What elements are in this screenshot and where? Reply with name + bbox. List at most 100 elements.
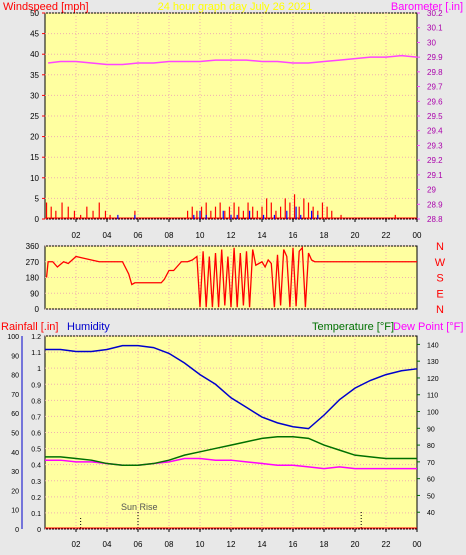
barometer-tick-label: 30.1 xyxy=(427,24,443,33)
windspeed-label: Windspeed [mph] xyxy=(3,1,89,13)
time-tick-label: 10 xyxy=(196,540,205,549)
temperature-line xyxy=(45,435,417,466)
windspeed-tick-label: 15 xyxy=(30,153,39,162)
temperature-tick-label: 120 xyxy=(427,376,439,383)
rainfall-tick-label: 0 xyxy=(37,527,41,534)
temperature-axis: 140 130 120 110 100 90 80 70 60 50 40 xyxy=(417,342,439,517)
rainfall-tick-label: 1.1 xyxy=(31,350,41,357)
rainfall-axis: 1.2 1.1 1 0.9 0.8 0.7 0.6 0.5 0.4 0.3 0.2 0.1 0 xyxy=(31,334,41,534)
windspeed-tick-label: 20 xyxy=(30,133,39,142)
compass-label: N xyxy=(436,304,444,316)
barometer-tick-label: 29.5 xyxy=(427,112,443,121)
time-tick-label: 00 xyxy=(413,540,422,549)
rainfall-tick-label: 1.2 xyxy=(31,334,41,341)
windspeed-tick-label: 35 xyxy=(30,71,39,80)
wind-time-tick-label: 00 xyxy=(413,231,422,240)
wind-time-tick-label: 02 xyxy=(72,231,81,240)
windspeed-tick-label: 5 xyxy=(35,194,40,203)
barometer-tick-label: 29 xyxy=(427,186,436,195)
barometer-tick-label: 29.6 xyxy=(427,97,443,106)
time-tick-label: 06 xyxy=(134,540,143,549)
temperature-tick-label: 90 xyxy=(427,426,435,433)
wind-time-tick-label: 10 xyxy=(196,231,205,240)
wind-time-tick-label: 14 xyxy=(258,231,267,240)
wind-time-tick-label: 16 xyxy=(289,231,298,240)
barometer-tick-label: 30.2 xyxy=(427,9,443,18)
wind-time-tick-label: 18 xyxy=(320,231,329,240)
windspeed-tick-label: 10 xyxy=(30,174,39,183)
windspeed-tick-label: 25 xyxy=(30,112,39,121)
wind-time-tick-label: 12 xyxy=(227,231,236,240)
degrees-axis: 360 270 180 90 0 xyxy=(26,242,40,314)
barometer-tick-label: 28.9 xyxy=(427,200,443,209)
barometer-tick-label: 28.8 xyxy=(427,215,443,224)
degrees-tick-label: 270 xyxy=(26,258,40,267)
barometer-tick-label: 29.2 xyxy=(427,156,443,165)
dewpoint-label: Dew Point [°F] xyxy=(393,321,463,333)
rainfall-tick-label: 1 xyxy=(37,366,41,373)
barometer-label: Barometer [.in] xyxy=(391,1,463,13)
humidity-line xyxy=(45,344,418,430)
windspeed-tick-label: 45 xyxy=(30,30,39,39)
temperature-tick-label: 60 xyxy=(427,477,435,484)
barometer-tick-label: 29.4 xyxy=(427,127,443,136)
rainfall-label: Rainfall [.in] xyxy=(1,321,58,333)
rainfall-tick-label: 0.9 xyxy=(31,382,41,389)
time-tick-label: 18 xyxy=(320,540,329,549)
time-axis: 02 04 06 08 10 12 14 16 18 20 22 00 xyxy=(72,529,422,549)
degrees-tick-label: 0 xyxy=(35,305,40,314)
barometer-tick-label: 29.3 xyxy=(427,141,443,150)
humidity-tick-label: 100 xyxy=(7,334,19,341)
rainfall-tick-label: 0.1 xyxy=(31,511,41,518)
wind-barometer-grid xyxy=(45,12,417,220)
wind-time-tick-label: 04 xyxy=(103,231,112,240)
time-tick-label: 04 xyxy=(103,540,112,549)
degrees-tick-label: 360 xyxy=(26,242,40,251)
humidity-tick-label: 40 xyxy=(11,450,19,457)
windspeed-tick-label: 30 xyxy=(30,91,39,100)
humidity-tick-label: 0 xyxy=(15,527,19,534)
temperature-humidity-grid xyxy=(45,335,417,530)
rainfall-tick-label: 0.4 xyxy=(31,463,41,470)
compass-label: E xyxy=(436,288,443,300)
temperature-tick-label: 140 xyxy=(427,342,439,349)
sunrise-annotation: Sun Rise xyxy=(121,502,158,512)
humidity-tick-label: 20 xyxy=(11,488,19,495)
rainfall-tick-label: 0.6 xyxy=(31,431,41,438)
wind-time-axis: 02 04 06 08 10 12 14 16 18 20 22 00 xyxy=(72,219,422,240)
temperature-tick-label: 100 xyxy=(427,410,439,417)
time-tick-label: 02 xyxy=(72,540,81,549)
compass-label: N xyxy=(436,241,444,253)
time-tick-label: 20 xyxy=(351,540,360,549)
windspeed-tick-label: 40 xyxy=(30,50,39,59)
barometer-tick-label: 29.9 xyxy=(427,53,443,62)
windspeed-tick-label: 50 xyxy=(30,9,39,18)
degrees-tick-label: 180 xyxy=(26,274,40,283)
time-tick-label: 14 xyxy=(258,540,267,549)
humidity-tick-label: 80 xyxy=(11,373,19,380)
temperature-tick-label: 50 xyxy=(427,493,435,500)
barometer-tick-label: 29.1 xyxy=(427,171,443,180)
degrees-tick-label: 90 xyxy=(30,289,39,298)
humidity-tick-label: 10 xyxy=(11,508,19,515)
barometer-tick-label: 29.7 xyxy=(427,83,443,92)
windspeed-tick-label: 0 xyxy=(35,215,40,224)
time-tick-label: 22 xyxy=(382,540,391,549)
temperature-tick-label: 130 xyxy=(427,359,439,366)
compass-label: W xyxy=(435,257,446,269)
barometer-axis: 30.2 30.1 30 29.9 29.8 29.7 29.6 29.5 29.4 29.3 29… xyxy=(417,9,443,224)
wind-direction-series xyxy=(45,246,417,308)
humidity-tick-label: 50 xyxy=(11,431,19,438)
temperature-label: Temperature [°F] xyxy=(312,321,394,333)
wind-time-tick-label: 22 xyxy=(382,231,391,240)
humidity-tick-label: 90 xyxy=(11,353,19,360)
wind-time-tick-label: 08 xyxy=(165,231,174,240)
rainfall-tick-label: 0.2 xyxy=(31,495,41,502)
humidity-tick-label: 30 xyxy=(11,469,19,476)
rainfall-tick-label: 0.7 xyxy=(31,414,41,421)
time-tick-label: 12 xyxy=(227,540,236,549)
wind-direction-line xyxy=(45,246,417,308)
